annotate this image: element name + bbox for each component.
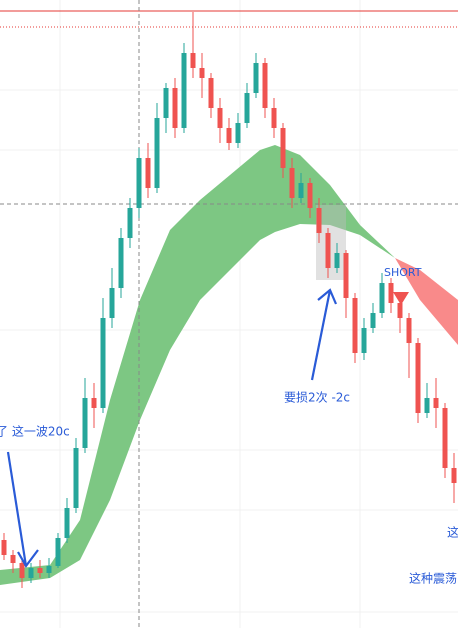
candle-body [91, 398, 97, 408]
candle-body [226, 128, 232, 143]
candle-body [307, 183, 313, 208]
candle-body [352, 298, 358, 353]
candle-body [64, 508, 70, 538]
candle-body [154, 118, 160, 188]
candle-body [298, 183, 304, 198]
candle-body [433, 398, 439, 408]
candle-body [109, 288, 115, 318]
annotation: 这种震荡 [409, 571, 457, 586]
candle-body [46, 566, 52, 573]
candle-body [145, 158, 151, 188]
candle-body [253, 63, 259, 93]
candle-body [10, 555, 16, 563]
arrow [6, 451, 28, 567]
candle-body [406, 318, 412, 343]
candle-body [325, 233, 331, 268]
candle-body [343, 253, 349, 298]
candle-body [280, 128, 286, 168]
candle-body [244, 93, 250, 123]
candle-body [370, 313, 376, 328]
candle-body [19, 563, 25, 578]
annotation: 要损2次 -2c [284, 391, 350, 405]
candle-body [442, 408, 448, 468]
candle-body [289, 168, 295, 198]
candle-body [82, 398, 88, 448]
cloud-band [395, 258, 458, 345]
candle-body [199, 68, 205, 78]
candle-body [388, 283, 394, 303]
candle-body [100, 318, 106, 408]
candle-body [136, 158, 142, 208]
candle-body [181, 53, 187, 128]
candle-body [262, 63, 268, 108]
candle-body [235, 123, 241, 143]
annotation: 了 这一波20c [0, 424, 70, 439]
candle-body [172, 88, 178, 128]
candle-body [163, 88, 169, 118]
candle-body [361, 328, 367, 353]
cloud-band [0, 145, 395, 585]
annotation: 这 [447, 525, 458, 540]
candle-body [37, 568, 43, 573]
arrow [310, 289, 332, 381]
candle-body [316, 208, 322, 233]
short-marker [393, 292, 409, 305]
candle-body [28, 568, 34, 578]
candle-body [190, 53, 196, 68]
candle-body [397, 303, 403, 318]
candle-body [424, 398, 430, 413]
candle-body [271, 108, 277, 128]
arrow-head [17, 549, 39, 568]
candle-body [451, 468, 457, 483]
candle-body [1, 540, 7, 555]
arrow-head [317, 288, 338, 305]
candle-body [208, 78, 214, 108]
candle-body [415, 343, 421, 413]
candle-body [55, 538, 61, 566]
arrows [6, 288, 338, 568]
candle-body [379, 283, 385, 313]
candle-body [118, 238, 124, 288]
candle-body [73, 448, 79, 508]
candle-body [127, 208, 133, 238]
candle-body [217, 108, 223, 128]
annotation: SHORT [384, 266, 422, 279]
candle-body [334, 253, 340, 268]
